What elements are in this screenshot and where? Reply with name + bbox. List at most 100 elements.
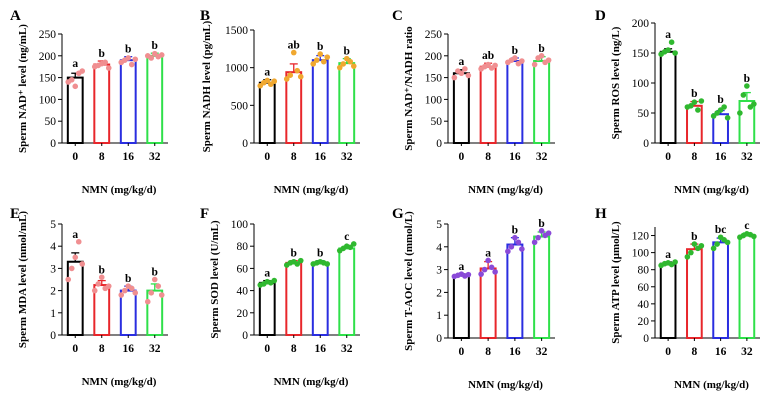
- y-tick-label: 150: [425, 73, 443, 85]
- bar-16: [311, 59, 329, 145]
- panel-g: G 0 1 2 3 4 5 Sperm T-AOC level (mmol/L) a 0 a 8 b 16…: [392, 206, 555, 391]
- data-point: [91, 287, 98, 294]
- x-tick-label: 8: [692, 151, 698, 163]
- data-point: [458, 70, 465, 77]
- y-tick-label: 150: [39, 73, 57, 85]
- y-tick-label: 200: [632, 18, 650, 30]
- y-tick-label: 100: [425, 94, 443, 106]
- y-tick-label: 40: [237, 286, 249, 298]
- data-point: [721, 104, 727, 110]
- x-tick-label: 8: [692, 346, 698, 358]
- bar-16: [311, 261, 329, 337]
- x-tick-label: 16: [123, 151, 135, 163]
- y-tick-label: 20: [237, 308, 249, 320]
- data-point: [512, 55, 518, 61]
- y-tick-label: 150: [632, 48, 650, 60]
- y-tick-label: 1: [50, 308, 56, 320]
- significance-letter: a: [459, 56, 465, 68]
- x-tick-label: 32: [341, 343, 353, 355]
- data-point: [132, 56, 139, 63]
- panel-letter: E: [10, 206, 20, 222]
- y-tick-label: 100: [39, 94, 57, 106]
- bar-32: [533, 60, 551, 145]
- y-tick-label: 50: [638, 108, 650, 120]
- x-tick-label: 8: [291, 151, 297, 163]
- data-point: [695, 107, 701, 113]
- y-tick-label: 80: [237, 241, 249, 253]
- significance-letter: b: [691, 88, 697, 100]
- significance-letter: b: [538, 218, 544, 230]
- y-tick-label: 80: [638, 265, 650, 277]
- data-point: [535, 234, 541, 241]
- x-tick-label: 16: [123, 343, 135, 355]
- y-tick-label: 100: [231, 219, 249, 231]
- data-point: [665, 47, 671, 53]
- significance-letter: b: [125, 44, 131, 56]
- significance-letter: b: [152, 40, 158, 52]
- x-tick-label: 16: [315, 343, 327, 355]
- y-tick-label: 0: [436, 333, 442, 345]
- x-tick-label: 0: [72, 343, 78, 355]
- data-point: [492, 269, 498, 275]
- y-tick-label: 200: [39, 51, 57, 63]
- bar-16: [506, 243, 524, 340]
- y-tick-label: 0: [242, 330, 248, 342]
- x-tick-label: 0: [459, 346, 465, 358]
- x-axis-title: NMN (mg/kg/d): [82, 376, 157, 388]
- bar-8: [479, 267, 497, 339]
- data-point: [531, 61, 538, 68]
- data-point: [740, 92, 747, 98]
- bar-16: [712, 241, 729, 339]
- panel-letter: C: [392, 8, 403, 24]
- panel-letter: D: [595, 8, 606, 24]
- data-point: [287, 72, 294, 78]
- data-point: [347, 244, 354, 251]
- panel-letter: G: [392, 206, 404, 222]
- significance-letter: a: [72, 229, 78, 241]
- y-tick-label: 500: [231, 100, 249, 112]
- data-point: [148, 55, 155, 61]
- data-point: [545, 57, 552, 63]
- y-tick-label: 20: [638, 316, 650, 328]
- data-point: [688, 103, 694, 109]
- significance-letter: b: [317, 248, 323, 260]
- data-point: [492, 62, 498, 69]
- bar-0: [258, 281, 276, 336]
- data-point: [310, 61, 317, 67]
- y-axis-title: Sperm T-AOC level (mmol/L): [403, 211, 415, 351]
- y-tick-label: 200: [425, 51, 443, 63]
- data-point: [68, 76, 75, 83]
- bar-16: [119, 59, 137, 144]
- panel-letter: F: [200, 206, 209, 222]
- x-tick-label: 32: [741, 346, 753, 358]
- data-point: [128, 61, 135, 68]
- x-tick-label: 8: [99, 151, 105, 163]
- y-tick-label: 2: [50, 286, 56, 298]
- significance-letter: a: [459, 261, 465, 273]
- data-point: [125, 55, 132, 61]
- significance-letter: a: [485, 247, 491, 259]
- panel-a: A 0 50 100 150 200 250 Sperm NAD⁺ level (ng/mL)…: [10, 8, 168, 196]
- data-point: [672, 50, 678, 56]
- data-point: [531, 239, 538, 246]
- x-tick-label: 0: [264, 151, 270, 163]
- significance-letter: ab: [288, 40, 300, 52]
- y-tick-label: 0: [242, 138, 248, 150]
- data-point: [465, 72, 472, 79]
- data-point: [118, 292, 125, 298]
- data-point: [478, 271, 484, 277]
- data-point: [751, 101, 757, 107]
- data-point: [350, 241, 357, 247]
- x-tick-label: 0: [665, 151, 671, 163]
- bar-8: [686, 248, 703, 339]
- data-point: [512, 234, 518, 241]
- bar-0: [258, 81, 276, 144]
- y-tick-label: 50: [45, 116, 57, 128]
- data-point: [317, 51, 324, 57]
- data-point: [68, 265, 75, 272]
- significance-letter: b: [691, 231, 697, 243]
- data-point: [290, 49, 297, 56]
- data-point: [155, 283, 162, 289]
- data-point: [751, 233, 757, 240]
- data-point: [72, 254, 79, 261]
